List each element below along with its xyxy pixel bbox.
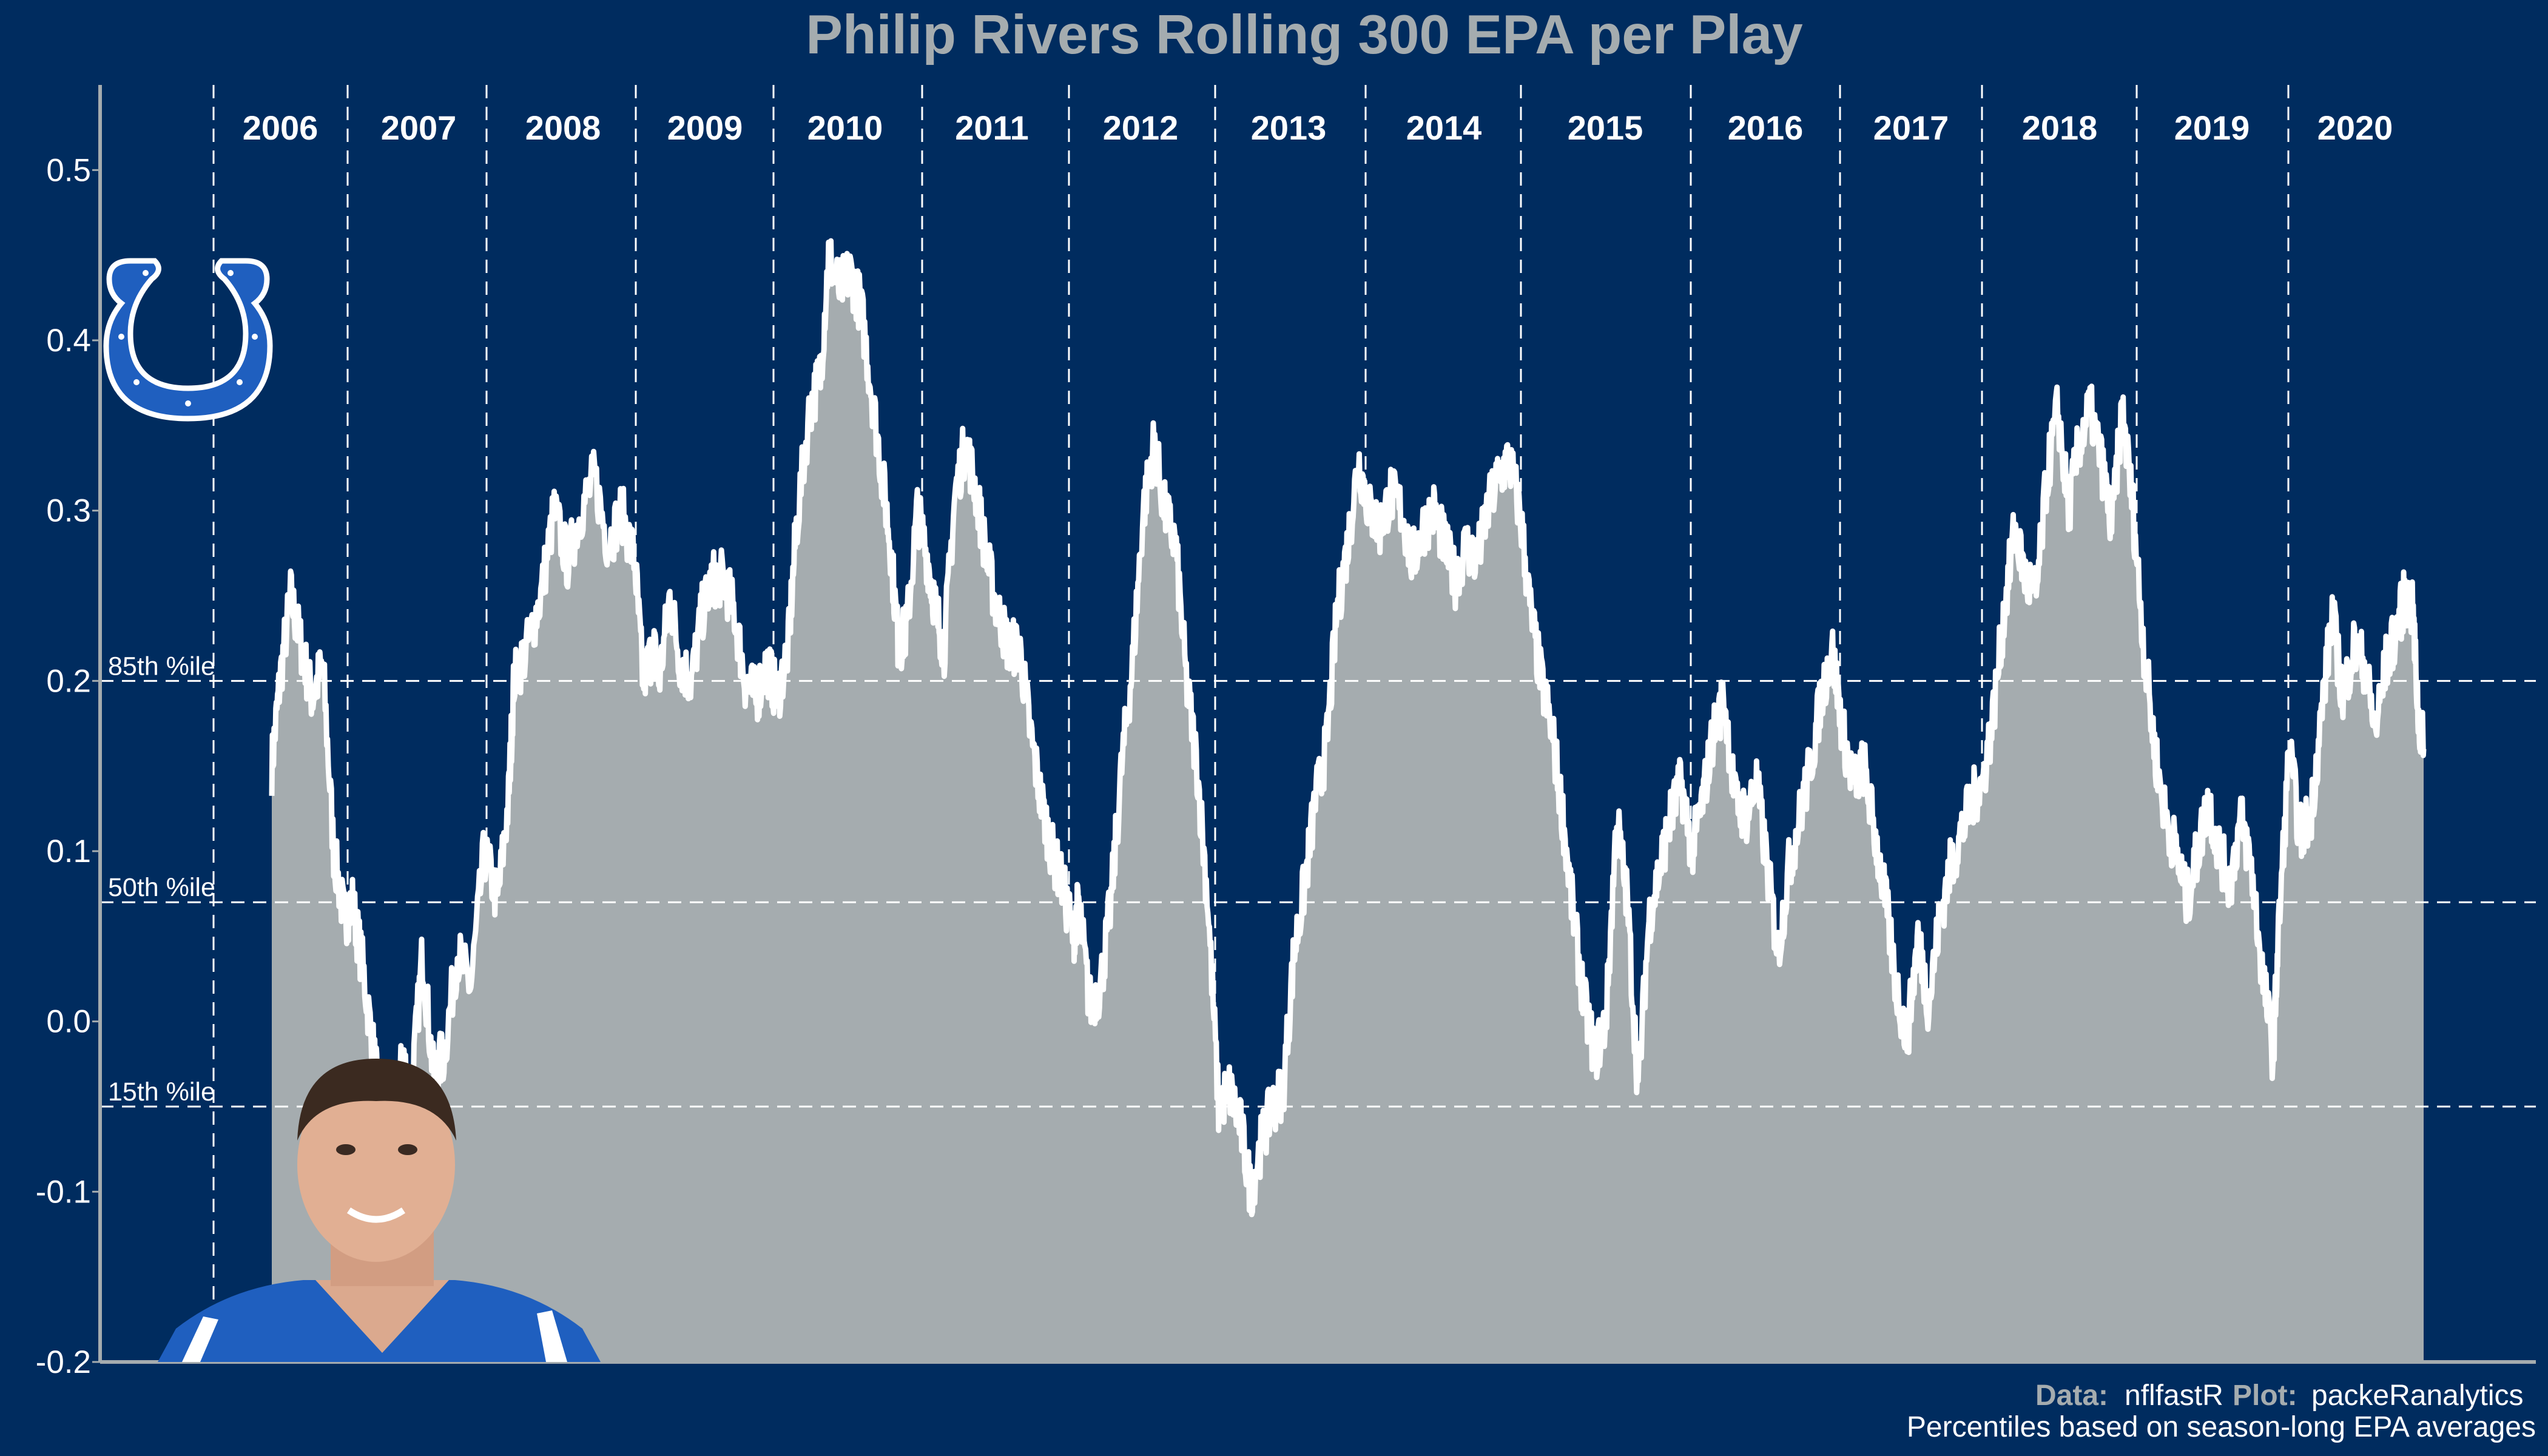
caption-plot-value: packeRanalytics (2311, 1380, 2524, 1412)
season-label: 2019 (2174, 109, 2250, 147)
y-tick-label: 0.4 (46, 323, 91, 359)
season-label: 2017 (1873, 109, 1949, 147)
season-label: 2020 (2317, 109, 2393, 147)
y-tick-label: 0.1 (46, 834, 91, 869)
season-label: 2012 (1103, 109, 1179, 147)
season-label: 2009 (667, 109, 743, 147)
percentile-label: 85th %ile (108, 652, 215, 681)
percentile-reference-lines: 85th %ile 50th %ile 15th %ile (100, 652, 2536, 1108)
season-labels: 2006 2007 2008 2009 2010 2011 2012 2013 2014 2015… (243, 109, 2393, 147)
y-tick-label: 0.0 (46, 1004, 91, 1040)
y-axis: 0.5 0.4 0.3 0.2 0.1 0.0 -0.1 -0.2 (36, 152, 100, 1380)
caption-note: Percentiles based on season-long EPA ave… (1907, 1411, 2536, 1443)
percentile-label: 50th %ile (108, 873, 215, 902)
y-tick-label: 0.5 (46, 152, 91, 188)
chart-title: Philip Rivers Rolling 300 EPA per Play (806, 4, 1803, 66)
season-label: 2006 (243, 109, 318, 147)
season-label: 2014 (1406, 109, 1482, 147)
player-headshot (158, 1059, 601, 1362)
caption-data-value: nflfastR (2125, 1380, 2223, 1412)
y-tick-label: 0.3 (46, 493, 91, 529)
percentile-label: 15th %ile (108, 1077, 215, 1107)
y-tick-label: 0.2 (46, 663, 91, 699)
season-label: 2018 (2022, 109, 2098, 147)
season-label: 2011 (955, 109, 1029, 147)
season-label: 2007 (381, 109, 457, 147)
y-tick-label: -0.2 (36, 1344, 91, 1380)
caption-data-label: Data: (2035, 1380, 2108, 1412)
y-tick-label: -0.1 (36, 1174, 91, 1210)
season-label: 2015 (1568, 109, 1643, 147)
epa-area (272, 241, 2424, 1363)
season-label: 2016 (1728, 109, 1804, 147)
epa-line (269, 238, 2427, 1218)
horseshoe-logo-icon (103, 258, 273, 422)
season-label: 2013 (1251, 109, 1327, 147)
season-label: 2010 (807, 109, 883, 147)
season-label: 2008 (525, 109, 601, 147)
caption-plot-label: Plot: (2233, 1380, 2297, 1412)
